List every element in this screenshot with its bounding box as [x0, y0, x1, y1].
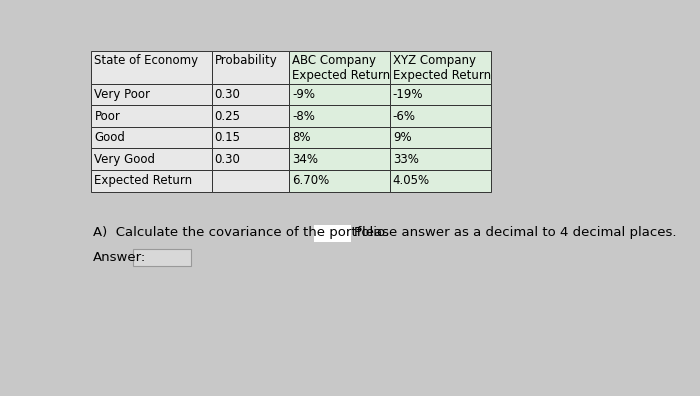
Text: Very Poor: Very Poor [94, 88, 150, 101]
Bar [289, 51, 390, 84]
Text: Please answer as a decimal to 4 decimal places.: Please answer as a decimal to 4 decimal … [354, 226, 677, 239]
Bar [92, 84, 211, 105]
Bar [133, 249, 191, 266]
Bar [289, 148, 390, 170]
Bar [211, 84, 289, 105]
Text: 4.05%: 4.05% [393, 174, 430, 187]
Text: Good: Good [94, 131, 125, 144]
Text: 6.70%: 6.70% [292, 174, 330, 187]
Bar [92, 127, 211, 148]
Text: Poor: Poor [94, 110, 120, 122]
Text: XYZ Company
Expected Return: XYZ Company Expected Return [393, 54, 491, 82]
Text: 34%: 34% [292, 153, 318, 166]
Bar [289, 127, 390, 148]
Bar [92, 170, 211, 192]
Bar [289, 84, 390, 105]
Bar [390, 84, 491, 105]
Text: 0.25: 0.25 [215, 110, 241, 122]
Bar [390, 170, 491, 192]
Text: Very Good: Very Good [94, 153, 155, 166]
Bar [211, 170, 289, 192]
Bar [211, 51, 289, 84]
Text: 8%: 8% [292, 131, 311, 144]
Text: -19%: -19% [393, 88, 424, 101]
Text: -9%: -9% [292, 88, 315, 101]
Text: A)  Calculate the covariance of the portfolio.: A) Calculate the covariance of the portf… [93, 226, 389, 239]
Text: 0.30: 0.30 [215, 88, 241, 101]
Bar [211, 148, 289, 170]
Bar [390, 51, 491, 84]
Bar [211, 127, 289, 148]
Text: 9%: 9% [393, 131, 412, 144]
Bar [92, 105, 211, 127]
Bar [390, 148, 491, 170]
Text: -8%: -8% [292, 110, 315, 122]
Text: Answer:: Answer: [93, 251, 146, 264]
Text: -6%: -6% [393, 110, 416, 122]
Bar [390, 127, 491, 148]
Bar [92, 148, 211, 170]
Text: Probability: Probability [215, 54, 277, 67]
Text: State of Economy: State of Economy [94, 54, 199, 67]
Text: ABC Company
Expected Return: ABC Company Expected Return [292, 54, 390, 82]
Text: 0.15: 0.15 [215, 131, 241, 144]
Bar [211, 105, 289, 127]
Bar [92, 51, 211, 84]
Text: 33%: 33% [393, 153, 419, 166]
Bar [314, 225, 351, 242]
Text: 0.30: 0.30 [215, 153, 241, 166]
Bar [289, 170, 390, 192]
Bar [289, 105, 390, 127]
Text: Expected Return: Expected Return [94, 174, 192, 187]
Bar [390, 105, 491, 127]
